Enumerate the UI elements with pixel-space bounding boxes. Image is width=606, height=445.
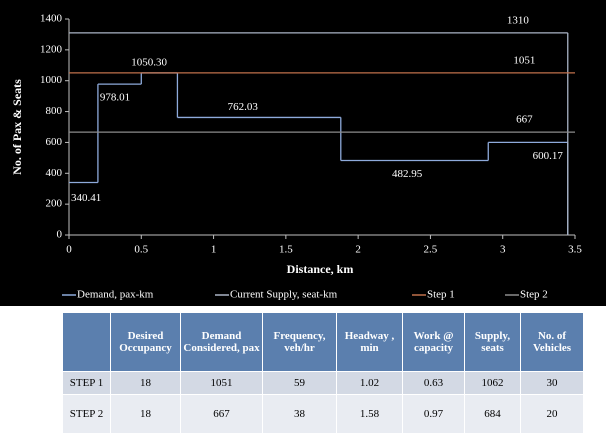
header-cell: No. of Vehicles <box>520 312 584 372</box>
table-cell: STEP 2 <box>62 394 111 434</box>
table-cell: 1062 <box>464 371 521 395</box>
legend-label: Demand, pax-km <box>77 289 154 301</box>
data-label: 482.95 <box>392 168 423 180</box>
table-cell: 38 <box>262 394 337 434</box>
header-cell <box>62 312 111 372</box>
data-label: 1050.30 <box>131 56 167 68</box>
table-cell: 20 <box>520 394 584 434</box>
table-cell: 667 <box>180 394 263 434</box>
legend-label: Current Supply, seat-km <box>230 289 338 301</box>
y-tick-label: 0 <box>57 229 63 241</box>
y-tick-label: 1200 <box>40 43 63 55</box>
chart-background <box>0 0 606 306</box>
data-label: 762.03 <box>228 101 259 113</box>
x-tick-label: 0.5 <box>134 244 148 256</box>
table-cell: 1.58 <box>336 394 403 434</box>
header-cell: Headway , min <box>336 312 403 372</box>
header-cell: Desired Occupancy <box>110 312 181 372</box>
table-row: STEP 1 18 1051 59 1.02 0.63 1062 30 <box>62 371 584 395</box>
y-tick-label: 800 <box>46 105 63 117</box>
table-cell: 684 <box>464 394 521 434</box>
x-tick-label: 3.5 <box>568 244 582 256</box>
header-cell: Demand Considered, pax <box>180 312 263 372</box>
x-tick-label: 3 <box>500 244 506 256</box>
header-cell: Work @ capacity <box>402 312 465 372</box>
data-label: 600.17 <box>533 150 564 162</box>
table-cell: 30 <box>520 371 584 395</box>
x-tick-label: 1.5 <box>279 244 293 256</box>
x-tick-label: 2.5 <box>424 244 438 256</box>
x-tick-label: 2 <box>355 244 361 256</box>
data-label: 667 <box>516 114 533 126</box>
header-cell: Frequency, veh/hr <box>262 312 337 372</box>
header-cell: Supply, seats <box>464 312 521 372</box>
table-cell: 1.02 <box>336 371 403 395</box>
y-tick-label: 600 <box>46 136 63 148</box>
header-row: Desired Occupancy Demand Considered, pax F… <box>62 312 584 372</box>
table-cell: 18 <box>110 371 181 395</box>
legend-label: Step 2 <box>520 289 548 301</box>
data-label: 340.41 <box>71 192 101 204</box>
data-label: 1310 <box>507 14 530 26</box>
legend-label: Step 1 <box>427 289 455 301</box>
y-tick-label: 200 <box>46 198 63 210</box>
table-cell: 1051 <box>180 371 263 395</box>
y-tick-label: 1400 <box>40 13 63 25</box>
data-label: 978.01 <box>100 92 130 104</box>
table-cell: 59 <box>262 371 337 395</box>
results-table: Desired Occupancy Demand Considered, pax F… <box>62 312 584 434</box>
table-row: STEP 2 18 667 38 1.58 0.97 684 20 <box>62 394 584 434</box>
table-cell: 0.97 <box>402 394 465 434</box>
y-axis-label: No. of Pax & Seats <box>10 79 24 175</box>
x-tick-label: 1 <box>211 244 217 256</box>
table-cell: 0.63 <box>402 371 465 395</box>
data-label: 1051 <box>513 54 535 66</box>
x-tick-label: 0 <box>66 244 72 256</box>
table-cell: 18 <box>110 394 181 434</box>
y-tick-label: 1000 <box>40 74 63 86</box>
y-tick-label: 400 <box>46 167 63 179</box>
chart: Distance, km No. of Pax & Seats 0 200 400 6… <box>0 0 606 306</box>
table-cell: STEP 1 <box>62 371 111 395</box>
x-axis-label: Distance, km <box>287 262 354 276</box>
